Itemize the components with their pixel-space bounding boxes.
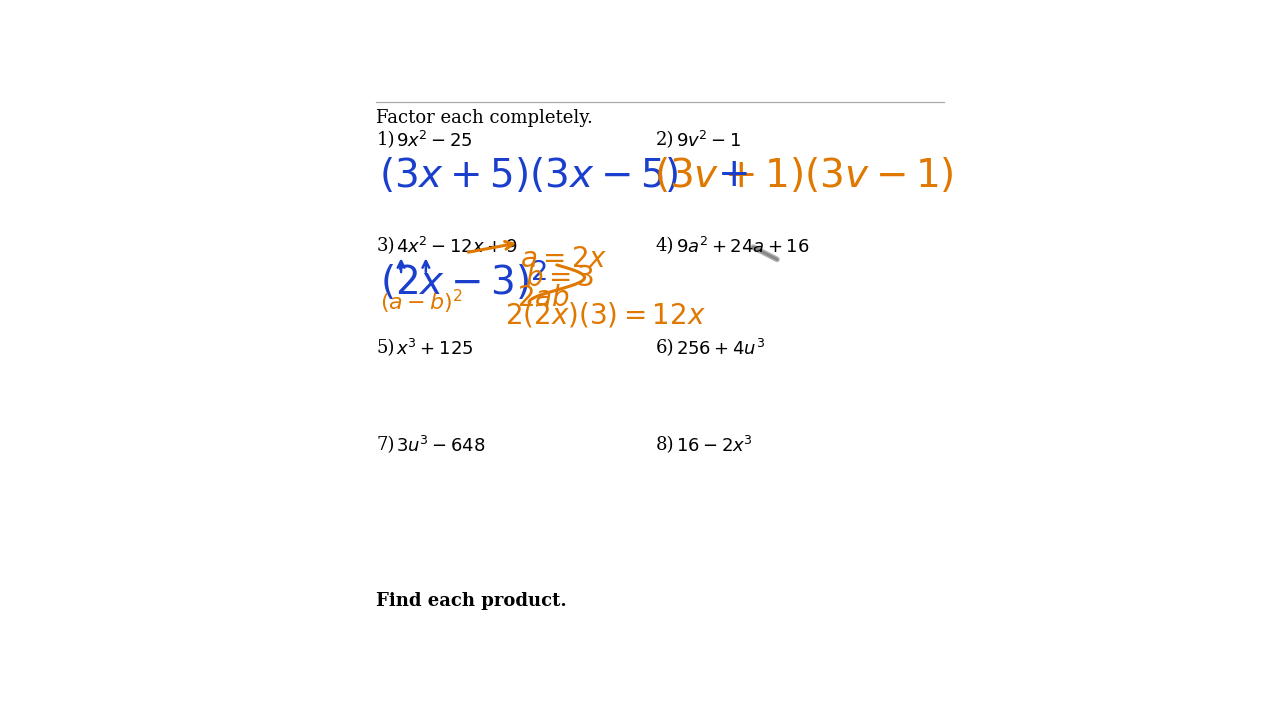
Text: $x^3 + 125$: $x^3 + 125$ bbox=[396, 338, 474, 359]
Text: $+$: $+$ bbox=[717, 156, 748, 194]
Text: 3): 3) bbox=[376, 237, 394, 255]
Text: Find each product.: Find each product. bbox=[376, 593, 567, 611]
Text: 1): 1) bbox=[376, 131, 394, 149]
Text: $9v^2 - 1$: $9v^2 - 1$ bbox=[676, 131, 741, 151]
Text: 4): 4) bbox=[657, 237, 675, 255]
Text: MrHowardMath.com: MrHowardMath.com bbox=[1085, 687, 1267, 701]
Text: Factor each completely.: Factor each completely. bbox=[376, 109, 593, 127]
Text: $(a - b)^2$: $(a - b)^2$ bbox=[380, 288, 463, 316]
Text: 5): 5) bbox=[376, 338, 394, 356]
Text: $(3v + 1)(3v - 1)$: $(3v + 1)(3v - 1)$ bbox=[654, 156, 954, 194]
Text: $2ab$: $2ab$ bbox=[517, 284, 570, 312]
Text: $9x^2 - 25$: $9x^2 - 25$ bbox=[396, 131, 472, 151]
Text: $4x^2 - 12x + 9$: $4x^2 - 12x + 9$ bbox=[396, 237, 517, 257]
Text: $3u^3 - 648$: $3u^3 - 648$ bbox=[396, 436, 485, 456]
Text: $(2x-3)^2$: $(2x-3)^2$ bbox=[380, 258, 548, 303]
Text: $9a^2 + 24a + 16$: $9a^2 + 24a + 16$ bbox=[676, 237, 809, 257]
Text: $16 - 2x^3$: $16 - 2x^3$ bbox=[676, 436, 753, 456]
Text: 7): 7) bbox=[376, 436, 394, 454]
Text: $b=3$: $b=3$ bbox=[525, 264, 594, 292]
Text: 6): 6) bbox=[657, 338, 675, 356]
Text: 2): 2) bbox=[657, 131, 675, 149]
Text: $a=2x$: $a=2x$ bbox=[520, 245, 608, 273]
Text: $256 + 4u^3$: $256 + 4u^3$ bbox=[676, 338, 765, 359]
Text: $2(2x)(3)=12x$: $2(2x)(3)=12x$ bbox=[506, 301, 707, 330]
Text: $(3x+5)(3x-5)$: $(3x+5)(3x-5)$ bbox=[379, 156, 678, 194]
Text: 8): 8) bbox=[657, 436, 675, 454]
